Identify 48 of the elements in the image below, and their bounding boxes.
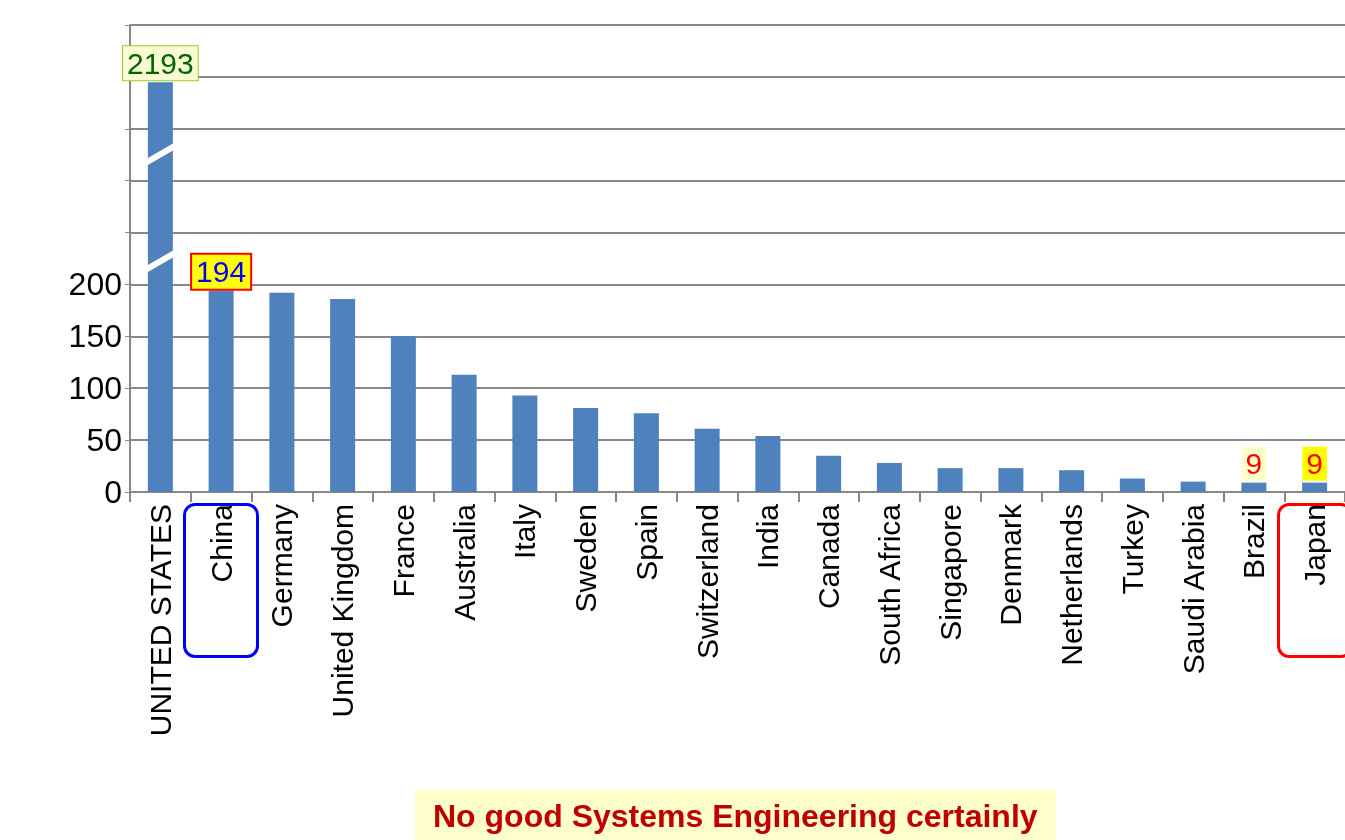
bar bbox=[573, 407, 599, 492]
x-tick-label: Germany bbox=[265, 504, 299, 628]
bar bbox=[1059, 470, 1085, 492]
bar bbox=[633, 413, 659, 492]
x-tick-label: Italy bbox=[508, 504, 542, 560]
x-tick-label: Brazil bbox=[1237, 504, 1271, 580]
x-tick-label: Netherlands bbox=[1055, 504, 1089, 666]
x-tick-label: Singapore bbox=[933, 504, 967, 641]
bar bbox=[451, 374, 477, 492]
y-tick-label: 100 bbox=[68, 370, 122, 407]
bar bbox=[694, 428, 720, 492]
bar bbox=[816, 455, 842, 492]
bar bbox=[937, 468, 963, 492]
data-label: 194 bbox=[196, 255, 247, 289]
data-label: 9 bbox=[1245, 447, 1263, 481]
x-tick-label: Australia bbox=[447, 503, 481, 621]
x-tick-label: Saudi Arabia bbox=[1176, 503, 1210, 675]
x-tick-label: South Africa bbox=[872, 503, 906, 666]
bar bbox=[512, 395, 538, 492]
x-tick-label: United Kingdom bbox=[326, 504, 360, 718]
x-tick-label: Denmark bbox=[994, 503, 1028, 626]
bar bbox=[269, 292, 295, 492]
x-tick-label: Switzerland bbox=[690, 504, 724, 660]
y-tick-label: 200 bbox=[68, 266, 122, 303]
x-tick-label: Japan bbox=[1298, 504, 1332, 586]
bar bbox=[755, 435, 781, 492]
bar bbox=[330, 298, 356, 492]
bar bbox=[390, 336, 416, 492]
x-tick-label: China bbox=[204, 503, 238, 583]
y-tick-label: 0 bbox=[104, 474, 122, 510]
data-label: 2193 bbox=[127, 46, 194, 80]
bar bbox=[1180, 481, 1206, 492]
x-tick-label: France bbox=[386, 504, 420, 598]
data-label: 9 bbox=[1306, 447, 1323, 481]
x-tick-label: UNITED STATES bbox=[143, 504, 177, 737]
x-tick-label: Canada bbox=[812, 503, 846, 610]
bar bbox=[1241, 482, 1267, 492]
y-tick-label: 50 bbox=[86, 422, 122, 459]
x-tick-label: Sweden bbox=[569, 504, 603, 613]
bar bbox=[1302, 482, 1328, 492]
x-tick-label: India bbox=[751, 503, 785, 570]
bar bbox=[876, 462, 902, 492]
bar bbox=[998, 468, 1024, 492]
y-tick-label: 150 bbox=[68, 318, 122, 355]
text: No good Systems Engineering certainly bbox=[415, 790, 1056, 840]
x-tick-label: Turkey bbox=[1115, 504, 1149, 595]
bar bbox=[1119, 478, 1145, 492]
x-tick-label: Spain bbox=[629, 504, 663, 581]
